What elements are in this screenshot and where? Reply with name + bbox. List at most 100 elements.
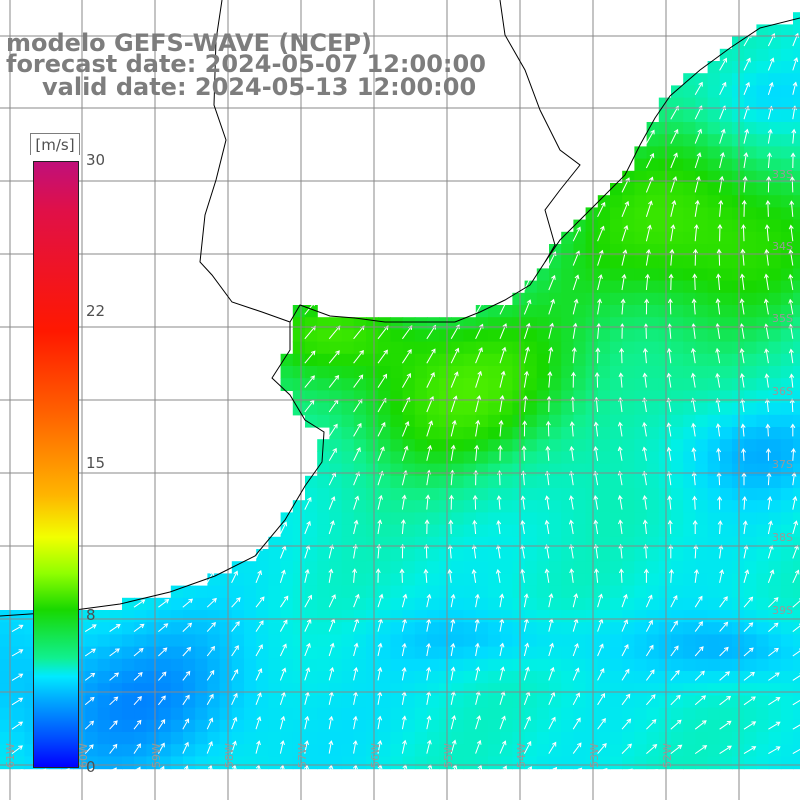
wind-arrow (572, 299, 578, 315)
wind-arrow-head (89, 720, 95, 726)
speed-cell (317, 378, 330, 391)
speed-cell (573, 341, 587, 355)
speed-cell (768, 549, 782, 562)
wind-arrow-head (91, 648, 96, 654)
speed-cell (146, 744, 160, 757)
speed-cell (671, 683, 684, 696)
speed-cell (719, 195, 733, 208)
speed-cell (353, 732, 367, 745)
speed-cell (341, 536, 355, 550)
speed-cell (366, 610, 379, 623)
speed-cell (707, 158, 721, 172)
speed-cell (244, 707, 257, 721)
speed-cell (585, 622, 599, 635)
speed-cell (573, 329, 587, 343)
speed-cell (695, 353, 709, 367)
speed-cell (671, 256, 684, 269)
speed-cell (329, 597, 343, 611)
speed-cell (146, 671, 160, 684)
speed-cell (768, 183, 782, 196)
wind-arrow (548, 667, 554, 681)
speed-cell (695, 317, 709, 330)
speed-cell (451, 341, 465, 355)
speed-cell (390, 353, 404, 367)
speed-cell (280, 610, 294, 623)
wind-arrow (84, 648, 96, 657)
speed-cell (744, 683, 757, 696)
speed-cell (536, 427, 550, 440)
wind-arrow-head (207, 764, 213, 770)
speed-cell (646, 427, 660, 440)
speed-cell (341, 524, 355, 538)
speed-cell (268, 719, 282, 733)
speed-cell (390, 329, 404, 343)
speed-cell (695, 549, 709, 562)
colorbar-tick-30: 30 (86, 151, 106, 169)
speed-cell (353, 475, 367, 489)
speed-cell (366, 658, 379, 672)
speed-cell (719, 158, 733, 172)
speed-cell (732, 292, 745, 306)
speed-cell (707, 573, 721, 587)
speed-cell (573, 622, 587, 635)
speed-cell (610, 671, 623, 684)
speed-cell (768, 207, 782, 221)
speed-cell (646, 317, 660, 330)
speed-cell (12, 622, 25, 635)
speed-cell (610, 305, 623, 318)
speed-cell (353, 707, 367, 721)
speed-cell (549, 427, 562, 440)
speed-cell (695, 585, 709, 599)
wind-arrow-head (232, 716, 238, 722)
speed-cell (0, 707, 13, 721)
speed-cell (500, 524, 513, 538)
speed-cell (231, 610, 245, 623)
wind-arrow (206, 646, 215, 657)
speed-cell (671, 610, 684, 623)
wind-arrow-head (790, 152, 796, 158)
wind-arrow-head (715, 397, 721, 403)
speed-cell (231, 719, 245, 733)
speed-cell (634, 634, 648, 648)
wind-arrow (644, 520, 647, 535)
lat-label: 38S (772, 531, 793, 544)
speed-cell (561, 475, 574, 489)
wind-arrow-head (521, 445, 527, 451)
wind-arrow-head (499, 395, 505, 400)
speed-cell (597, 439, 611, 452)
wind-arrow (499, 300, 508, 315)
speed-cell (768, 439, 782, 452)
speed-cell (292, 353, 306, 367)
speed-cell (341, 317, 355, 330)
speed-cell (732, 280, 745, 294)
speed-cell (475, 366, 489, 379)
speed-cell (97, 671, 111, 684)
speed-cell (439, 610, 452, 623)
speed-cell (475, 475, 489, 489)
wind-arrow (620, 544, 623, 559)
speed-cell (317, 646, 330, 660)
wind-arrow (548, 717, 556, 730)
wind-arrow-head (382, 373, 388, 379)
speed-cell (536, 610, 550, 623)
speed-cell (488, 366, 501, 379)
speed-cell (793, 219, 800, 233)
wind-arrow-head (767, 496, 773, 501)
speed-cell (719, 488, 733, 501)
wind-arrow-head (377, 642, 383, 648)
wind-arrow (743, 58, 751, 71)
wind-arrow-head (751, 770, 757, 776)
speed-cell (671, 671, 684, 684)
wind-arrow (328, 569, 332, 583)
speed-cell (561, 536, 574, 550)
speed-cell (488, 573, 501, 587)
speed-cell (402, 610, 416, 623)
speed-cell (512, 610, 526, 623)
speed-cell (134, 756, 147, 770)
wind-arrow (426, 691, 430, 705)
speed-cell (793, 707, 800, 721)
speed-cell (634, 414, 648, 428)
wind-arrow-head (426, 642, 431, 648)
wind-arrow-head (774, 647, 779, 653)
speed-cell (671, 549, 684, 562)
